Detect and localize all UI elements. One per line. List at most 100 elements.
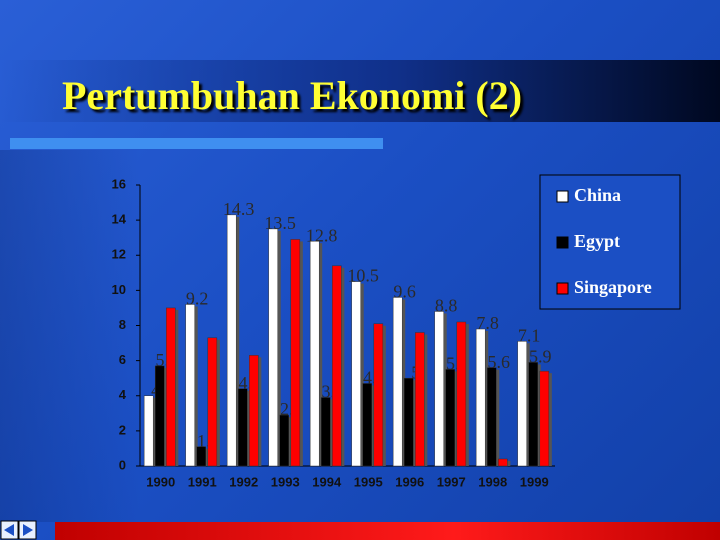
x-tick-label: 1996 [395, 474, 424, 489]
bar-group [415, 332, 428, 467]
data-label: 12.8 [306, 225, 338, 245]
data-label: 7.8 [476, 313, 499, 333]
bar [539, 370, 550, 467]
bar-side [536, 364, 541, 466]
bar-group [154, 365, 168, 467]
bar [268, 228, 278, 467]
x-tick-label: 1999 [520, 474, 549, 489]
bar [517, 341, 527, 467]
bar-side [204, 448, 209, 466]
bar [351, 281, 361, 467]
bar [207, 337, 218, 467]
y-tick-label: 16 [112, 176, 126, 191]
bar-side [152, 397, 157, 466]
bar-side [442, 313, 447, 466]
bar-group [237, 388, 251, 467]
bar-side [464, 323, 469, 466]
bar-side [318, 243, 323, 466]
bar-side [163, 367, 168, 466]
bar [290, 239, 301, 467]
bar-group [309, 240, 323, 467]
legend-label: China [574, 185, 621, 205]
legend-swatch [556, 282, 569, 295]
bar-side [235, 216, 240, 466]
y-tick-label: 4 [119, 387, 127, 402]
bar [392, 297, 403, 467]
bar-group [332, 265, 345, 467]
bar-group [373, 323, 386, 467]
bar-group [517, 341, 530, 467]
bar-group [166, 307, 179, 467]
bar-side [495, 369, 500, 466]
bar [320, 397, 331, 467]
data-label: 5.9 [529, 347, 552, 367]
bar-side [370, 385, 375, 466]
bar-group [207, 337, 220, 467]
bar-group [403, 377, 417, 467]
bar-side [547, 373, 552, 466]
x-tick-label: 1997 [437, 474, 466, 489]
bar-group [279, 414, 292, 467]
bar-group [196, 446, 209, 467]
slide-title: Pertumbuhan Ekonomi (2) [62, 73, 523, 118]
legend-label: Singapore [574, 277, 652, 297]
bar-side [453, 371, 458, 466]
y-tick-label: 2 [119, 422, 126, 437]
bar-group [143, 395, 157, 467]
bar [143, 395, 154, 467]
bar [226, 214, 237, 467]
bar [434, 311, 444, 467]
bar-group [249, 355, 262, 467]
bar [475, 328, 486, 467]
bar [332, 265, 342, 467]
data-label: 5.6 [488, 352, 511, 372]
bar [456, 321, 467, 467]
title-rule [10, 138, 383, 149]
bar-side [423, 334, 428, 466]
bar [486, 367, 497, 467]
y-tick-label: 10 [112, 282, 126, 297]
nav-buttons[interactable] [0, 520, 37, 540]
bar [166, 307, 176, 467]
bar [362, 383, 373, 467]
bar-side [246, 390, 251, 466]
data-label: 14.3 [223, 199, 255, 219]
x-tick-label: 1993 [271, 474, 300, 489]
bar-side [484, 331, 489, 466]
bar [403, 377, 414, 467]
footer-bar [55, 522, 720, 540]
bar-group [445, 369, 458, 467]
y-tick-label: 14 [112, 212, 127, 227]
bar [309, 240, 320, 467]
bar-group [486, 367, 500, 467]
legend-label: Egypt [574, 231, 620, 251]
bar-side [193, 306, 198, 466]
bar-group [434, 311, 447, 467]
bar [196, 446, 207, 467]
bar-group [475, 328, 489, 467]
bar-side [276, 230, 281, 466]
bar-group [392, 297, 406, 467]
bar-group [320, 397, 334, 467]
bar [415, 332, 425, 467]
x-tick-label: 1992 [229, 474, 258, 489]
bar-group [539, 370, 552, 467]
data-label: 7.1 [518, 325, 541, 345]
bar-group [226, 214, 240, 467]
legend-swatch [556, 236, 569, 249]
bar-side [506, 460, 511, 466]
y-tick-label: 0 [119, 457, 126, 472]
nav-forward-icon [23, 524, 33, 536]
bar-side [287, 417, 292, 466]
legend-swatch [556, 190, 569, 203]
y-tick-label: 6 [119, 352, 126, 367]
bar-group [528, 362, 541, 467]
bar-side [257, 357, 262, 466]
bar-group [498, 458, 511, 467]
bar-side [359, 283, 364, 466]
x-tick-label: 1991 [188, 474, 217, 489]
bar [185, 304, 195, 467]
x-tick-label: 1998 [478, 474, 507, 489]
